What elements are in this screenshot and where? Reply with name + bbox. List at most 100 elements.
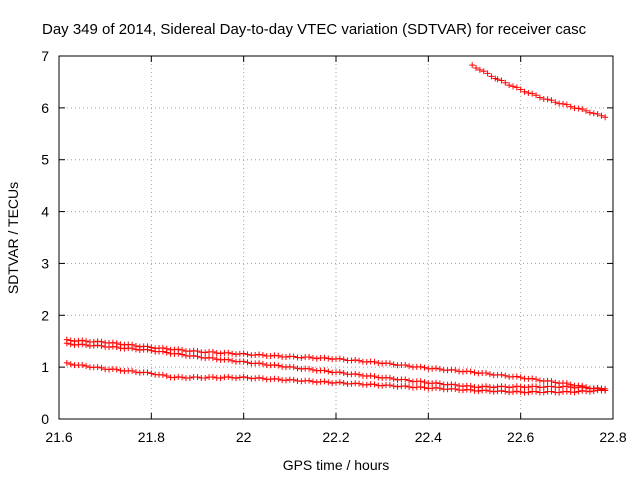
data-point xyxy=(179,374,186,381)
x-tick-label: 21.8 xyxy=(138,429,165,445)
data-point xyxy=(259,352,266,359)
data-point xyxy=(525,89,532,96)
data-point xyxy=(309,355,316,362)
data-point xyxy=(571,389,578,396)
data-point xyxy=(406,363,413,370)
data-point xyxy=(386,360,393,367)
data-point xyxy=(483,387,490,394)
data-point xyxy=(567,103,574,110)
data-point xyxy=(306,377,313,384)
data-point xyxy=(394,383,401,390)
data-point xyxy=(267,352,274,359)
data-point xyxy=(502,79,509,86)
data-point xyxy=(533,388,540,395)
data-point xyxy=(402,382,409,389)
x-tick-label: 22.2 xyxy=(322,429,349,445)
data-point xyxy=(175,350,182,357)
data-point xyxy=(294,365,301,372)
data-point xyxy=(194,348,201,355)
data-point xyxy=(179,351,186,358)
data-point xyxy=(132,369,139,376)
data-point xyxy=(340,379,347,386)
x-axis-label: GPS time / hours xyxy=(283,457,390,473)
data-point xyxy=(467,368,474,375)
data-point xyxy=(306,365,313,372)
data-point xyxy=(529,375,536,382)
data-point xyxy=(533,383,540,390)
data-point xyxy=(436,365,443,372)
data-point xyxy=(459,387,466,394)
data-point xyxy=(594,111,601,118)
data-point xyxy=(590,388,597,395)
y-tick-label: 5 xyxy=(41,152,49,168)
data-point xyxy=(390,361,397,368)
x-tick-label: 22.8 xyxy=(599,429,626,445)
data-point xyxy=(90,342,97,349)
data-point xyxy=(209,373,216,380)
data-point xyxy=(498,371,505,378)
data-point xyxy=(586,109,593,116)
data-point xyxy=(502,372,509,379)
data-point xyxy=(417,383,424,390)
data-point xyxy=(194,374,201,381)
data-point xyxy=(517,374,524,381)
y-tick-label: 7 xyxy=(41,48,49,64)
data-point xyxy=(517,388,524,395)
data-point xyxy=(79,361,86,368)
data-point xyxy=(494,76,501,83)
series-track-3 xyxy=(63,359,609,396)
data-point xyxy=(390,383,397,390)
data-point xyxy=(298,354,305,361)
data-point xyxy=(488,73,495,80)
data-point xyxy=(171,374,178,381)
data-point xyxy=(259,360,266,367)
data-point xyxy=(559,100,566,107)
data-point xyxy=(340,370,347,377)
data-point xyxy=(484,70,491,77)
data-point xyxy=(240,350,247,357)
data-point xyxy=(240,373,247,380)
data-point xyxy=(486,371,493,378)
data-point xyxy=(575,105,582,112)
data-point xyxy=(433,365,440,372)
data-point xyxy=(579,106,586,113)
y-tick-label: 2 xyxy=(41,307,49,323)
data-point xyxy=(148,347,155,354)
data-point xyxy=(129,367,136,374)
data-point xyxy=(490,388,497,395)
y-tick-label: 3 xyxy=(41,255,49,271)
data-point xyxy=(406,383,413,390)
data-point xyxy=(229,357,236,364)
data-point xyxy=(244,359,251,366)
data-point xyxy=(406,377,413,384)
data-point xyxy=(525,389,532,396)
data-point xyxy=(252,351,259,358)
data-point xyxy=(194,353,201,360)
data-point xyxy=(402,376,409,383)
data-point xyxy=(473,65,480,72)
data-point xyxy=(325,355,332,362)
data-point xyxy=(290,376,297,383)
data-point xyxy=(217,350,224,357)
data-point xyxy=(321,354,328,361)
data-point xyxy=(575,388,582,395)
data-point xyxy=(244,374,251,381)
data-point xyxy=(132,346,139,353)
data-point xyxy=(476,66,483,73)
plot-border xyxy=(58,55,614,420)
data-point xyxy=(148,370,155,377)
data-point xyxy=(271,361,278,368)
data-point xyxy=(144,346,151,353)
data-point xyxy=(379,382,386,389)
data-point xyxy=(298,378,305,385)
data-point xyxy=(275,352,282,359)
data-point xyxy=(602,114,609,121)
data-point xyxy=(583,107,590,114)
data-point xyxy=(225,349,232,356)
data-point xyxy=(375,374,382,381)
data-point xyxy=(336,369,343,376)
data-point xyxy=(552,99,559,106)
data-point xyxy=(144,369,151,376)
data-point xyxy=(209,354,216,361)
